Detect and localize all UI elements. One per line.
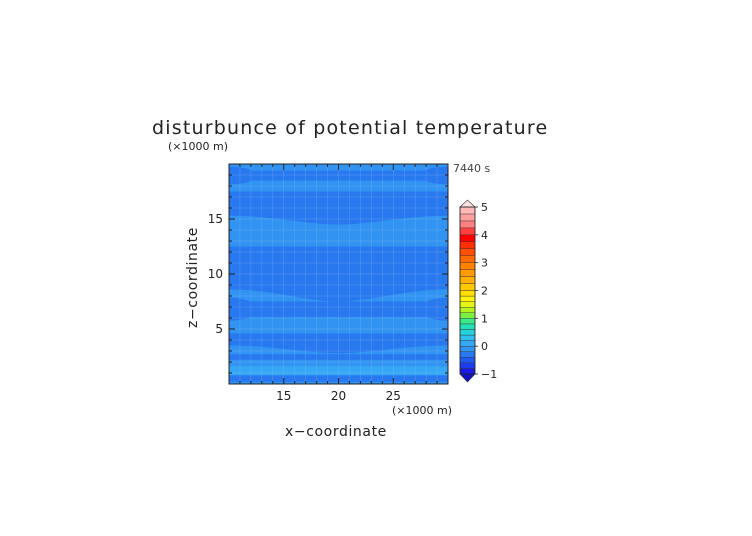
colorbar-over-arrow <box>459 199 476 208</box>
y-tick-label: 5 <box>215 322 223 336</box>
x-axis-label: x−coordinate <box>285 424 387 440</box>
y-tick-label: 15 <box>208 212 223 226</box>
colorbar-bin <box>459 248 476 256</box>
colorbar-bin <box>459 290 476 297</box>
chart-title: disturbunce of potential temperature <box>152 117 548 139</box>
y-tick-label: 10 <box>208 267 223 281</box>
colorbar-bin <box>459 301 476 308</box>
colorbar-bin <box>459 357 476 364</box>
contour-lobe <box>229 166 258 185</box>
x-tick-label: 20 <box>331 389 346 403</box>
colorbar-bin <box>459 323 476 330</box>
z-unit-label: (×1000 m) <box>168 140 228 153</box>
x-tick-label: 25 <box>386 389 401 403</box>
colorbar-bin <box>459 329 476 336</box>
colorbar-label: 5 <box>481 201 488 214</box>
colorbar-bin <box>459 276 476 284</box>
time-label: 7440 s <box>453 162 490 175</box>
x-axis: 15 20 25 <box>239 164 438 403</box>
x-unit-label: (×1000 m) <box>392 404 452 417</box>
colorbar-bin <box>459 255 476 263</box>
colorbar-label: −1 <box>481 368 497 381</box>
colorbar-bin <box>459 351 476 358</box>
colorbar-bin <box>459 368 476 375</box>
colorbar-bin <box>459 269 476 277</box>
grid <box>228 163 449 385</box>
colorbar-bin <box>459 334 476 341</box>
colorbar-label: 4 <box>481 229 488 242</box>
colorbar-under-arrow <box>459 373 476 383</box>
colorbar-bin <box>459 283 476 291</box>
colorbar-bin <box>459 213 476 222</box>
colorbar-bin <box>459 345 476 352</box>
colorbar-label: 3 <box>481 257 488 270</box>
colorbar-bin <box>459 340 476 347</box>
colorbar-bin <box>459 241 476 249</box>
colorbar-bin <box>459 295 476 302</box>
colorbar-label: 0 <box>481 340 488 353</box>
colorbar-bin <box>459 362 476 369</box>
contour-lobe <box>419 166 448 185</box>
colorbar-label: 2 <box>481 285 488 298</box>
contour-lobe <box>229 297 258 321</box>
colorbar-bin <box>459 234 476 242</box>
colorbar-bin <box>459 312 476 319</box>
contour-lobe <box>419 297 448 321</box>
colorbar-bin <box>459 307 476 313</box>
colorbar-bin <box>459 206 476 215</box>
x-tick-label: 15 <box>276 389 291 403</box>
colorbar-bin <box>459 220 476 229</box>
colorbar-label: 1 <box>481 312 488 325</box>
colorbar-bin <box>459 318 476 325</box>
y-axis-label: z−coordinate <box>185 227 201 328</box>
y-axis: 5 10 15 <box>208 174 448 374</box>
colorbar-bin <box>459 227 476 236</box>
colorbar-bin <box>459 262 476 270</box>
colorbar: −1 0 1 2 3 4 5 <box>459 199 497 383</box>
